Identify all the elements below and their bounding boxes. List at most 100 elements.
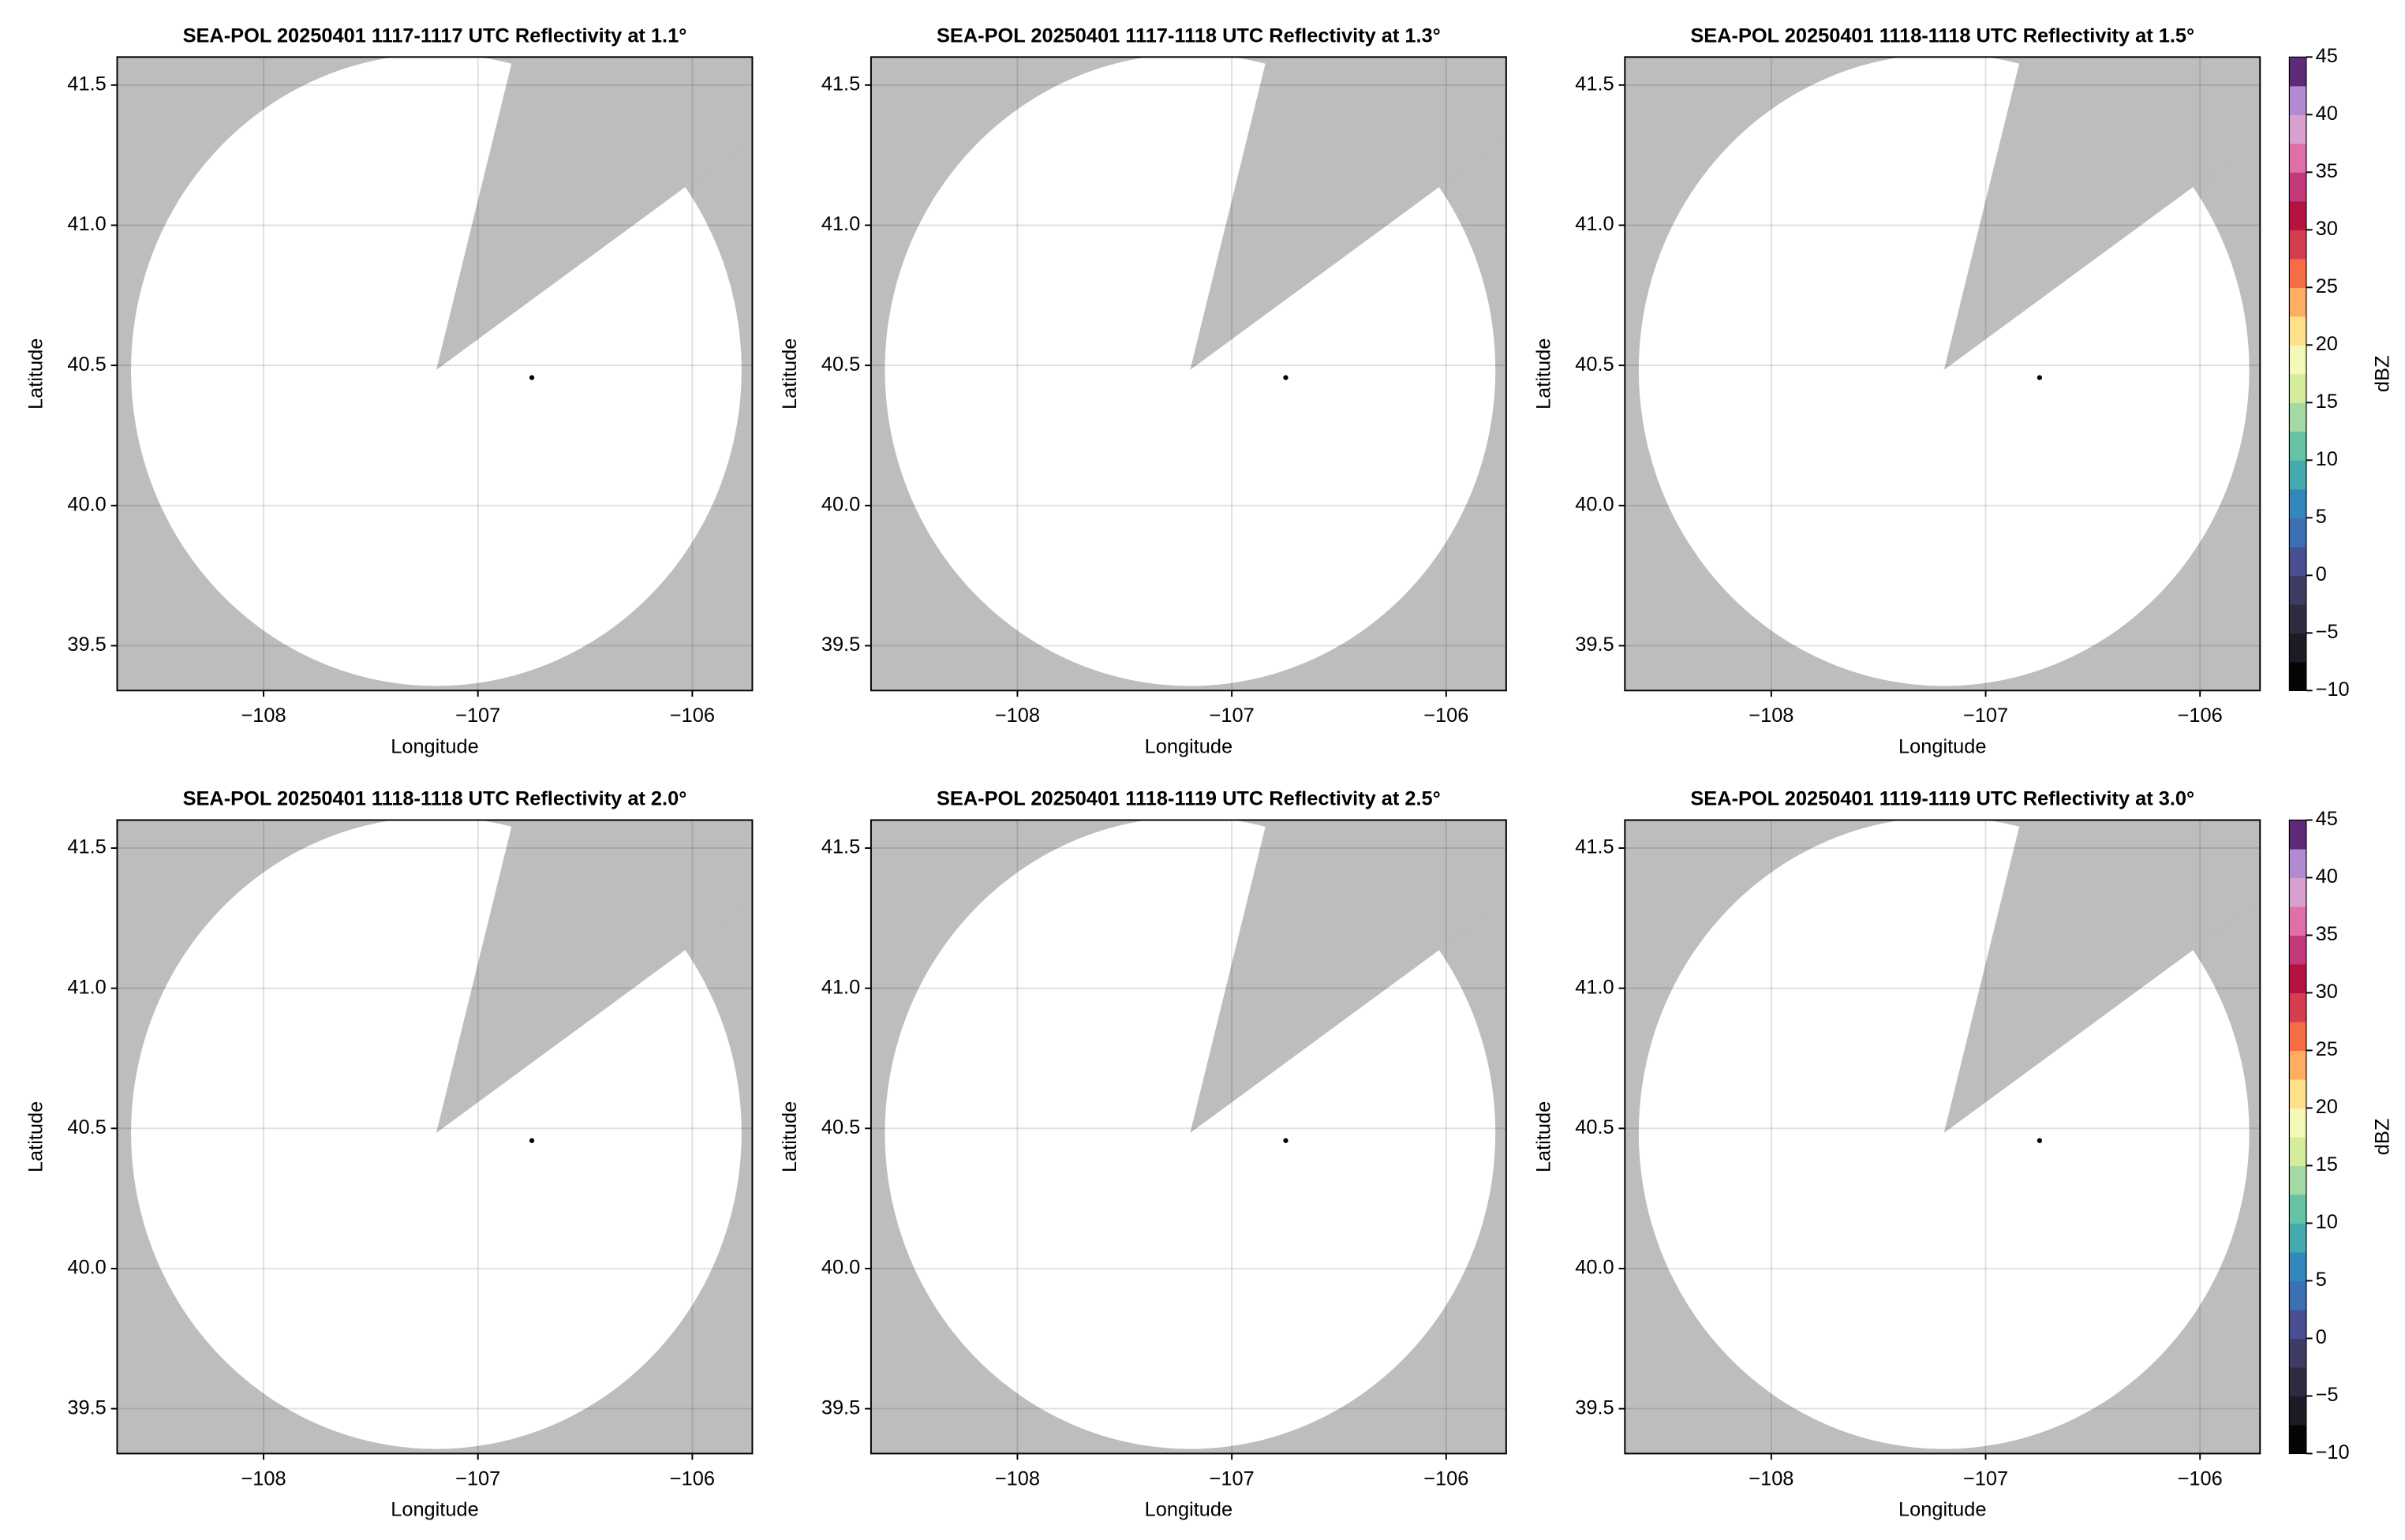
x-tick-label: −106 [670, 705, 715, 727]
colorbar-swatch [2289, 877, 2306, 907]
x-axis-label: Longitude [1145, 735, 1232, 757]
colorbar-swatch [2289, 1021, 2306, 1052]
colorbar-swatch [2289, 200, 2306, 230]
site-marker [2037, 375, 2043, 380]
y-tick-label: 40.5 [821, 1116, 860, 1138]
colorbar-tick-label: 30 [2316, 218, 2338, 240]
x-tick-label: −108 [1749, 1467, 1793, 1490]
colorbar-tick-label: 0 [2316, 1326, 2327, 1348]
colorbar-swatch [2289, 1223, 2306, 1253]
site-marker [529, 1138, 535, 1143]
colorbar-tick-label: 40 [2316, 865, 2338, 888]
colorbar-tick-label: 5 [2316, 506, 2327, 528]
figure-content: −108 −107 −106 39.5 40.0 40.5 41.0 41.5 SEA-POL … [25, 25, 2394, 1521]
x-axis-label: Longitude [391, 1498, 478, 1520]
x-axis-label: Longitude [391, 735, 478, 757]
colorbar-tick-label: 10 [2316, 448, 2338, 470]
colorbar-swatch [2289, 1366, 2306, 1397]
colorbar-tick-label: 25 [2316, 1038, 2338, 1060]
colorbar-swatch [2289, 85, 2306, 115]
y-tick-label: 39.5 [821, 634, 860, 656]
axes-frame [1624, 819, 2261, 1455]
x-axis-label: Longitude [1898, 1498, 1986, 1520]
colorbar-label: dBZ [2371, 1119, 2393, 1156]
y-axis-label: Latitude [779, 338, 801, 409]
plot-area [1625, 57, 2261, 691]
plot-area [117, 57, 753, 691]
y-tick-label: 39.5 [67, 634, 106, 656]
colorbar-swatch [2289, 661, 2306, 691]
colorbar-swatch [2289, 258, 2306, 288]
x-tick-label: −107 [455, 705, 500, 727]
x-tick-label: −106 [2178, 1467, 2223, 1490]
x-tick-label: −106 [670, 1467, 715, 1490]
colorbar-swatch [2289, 848, 2306, 879]
colorbar-tick-label: 35 [2316, 160, 2338, 182]
x-tick-label: −107 [455, 1467, 500, 1490]
y-tick-label: 41.0 [67, 976, 106, 998]
panel: −108 −107 −106 39.5 40.0 40.5 41.0 41.5 SEA-POL … [779, 25, 1507, 757]
y-tick-label: 40.0 [67, 493, 106, 515]
y-tick-label: 41.0 [1575, 213, 1614, 235]
colorbar-tick-label: 35 [2316, 923, 2338, 945]
colorbar-tick-label: 45 [2316, 808, 2338, 830]
y-tick-label: 40.5 [1575, 353, 1614, 376]
plot-area [870, 57, 1506, 691]
colorbar-tick-label: −10 [2316, 678, 2350, 701]
axes-frame [1624, 56, 2261, 692]
colorbar-swatch [2289, 546, 2306, 576]
y-axis-label: Latitude [779, 1101, 801, 1172]
blocked-sector [1943, 820, 2261, 1134]
y-tick-label: 39.5 [1575, 1396, 1614, 1419]
site-marker [1283, 1138, 1289, 1143]
panel: −108 −107 −106 39.5 40.0 40.5 41.0 41.5 SEA-POL … [779, 788, 1507, 1520]
colorbar-swatch [2289, 992, 2306, 1022]
axes-frame [116, 819, 754, 1455]
y-tick-label: 41.0 [821, 976, 860, 998]
axes-frame [870, 56, 1507, 692]
x-tick-label: −108 [1749, 705, 1793, 727]
colorbar-tick-label: 20 [2316, 1096, 2338, 1118]
y-tick-label: 40.0 [821, 493, 860, 515]
y-tick-label: 41.0 [1575, 976, 1614, 998]
colorbar-swatch [2289, 1309, 2306, 1340]
x-tick-label: −108 [241, 1467, 286, 1490]
colorbar-tick-label: 15 [2316, 1153, 2338, 1176]
x-tick-label: −107 [1963, 705, 2008, 727]
y-tick-label: 41.5 [67, 73, 106, 95]
x-tick-label: −106 [1423, 705, 1468, 727]
colorbar-swatch [2289, 1280, 2306, 1310]
colorbar-swatch [2289, 633, 2306, 663]
y-tick-label: 39.5 [821, 1396, 860, 1419]
blocked-sector [1190, 820, 1506, 1134]
plot-area [117, 820, 753, 1454]
y-tick-label: 40.0 [67, 1257, 106, 1279]
colorbar-swatch [2289, 373, 2306, 403]
x-tick-label: −108 [995, 705, 1040, 727]
x-tick-label: −107 [1210, 1467, 1255, 1490]
y-tick-label: 41.5 [1575, 73, 1614, 95]
colorbar-tick-label: −10 [2316, 1441, 2350, 1463]
y-tick-label: 40.5 [67, 353, 106, 376]
colorbar-swatch [2289, 604, 2306, 634]
colorbar-tick-label: 45 [2316, 45, 2338, 67]
panel: −108 −107 −106 39.5 40.0 40.5 41.0 41.5 SEA-POL … [25, 788, 754, 1520]
colorbar-swatch [2289, 1424, 2306, 1455]
colorbar-swatch [2289, 1194, 2306, 1224]
colorbar-swatch [2289, 963, 2306, 994]
blocked-sector [436, 57, 753, 370]
colorbar-swatch [2289, 287, 2306, 317]
blocked-sector [1190, 57, 1506, 370]
colorbar-frame [2288, 56, 2307, 691]
y-tick-label: 41.0 [67, 213, 106, 235]
chart-title: SEA-POL 20250401 1119-1119 UTC Reflectiv… [1690, 788, 2194, 810]
colorbar-swatch [2289, 402, 2306, 432]
x-tick-label: −108 [995, 1467, 1040, 1490]
y-tick-label: 41.0 [821, 213, 860, 235]
colorbar-tick-label: 20 [2316, 333, 2338, 355]
x-tick-label: −106 [1423, 1467, 1468, 1490]
colorbar-swatch [2289, 1136, 2306, 1167]
x-tick-label: −106 [2178, 705, 2223, 727]
colorbar-tick-label: 40 [2316, 103, 2338, 125]
